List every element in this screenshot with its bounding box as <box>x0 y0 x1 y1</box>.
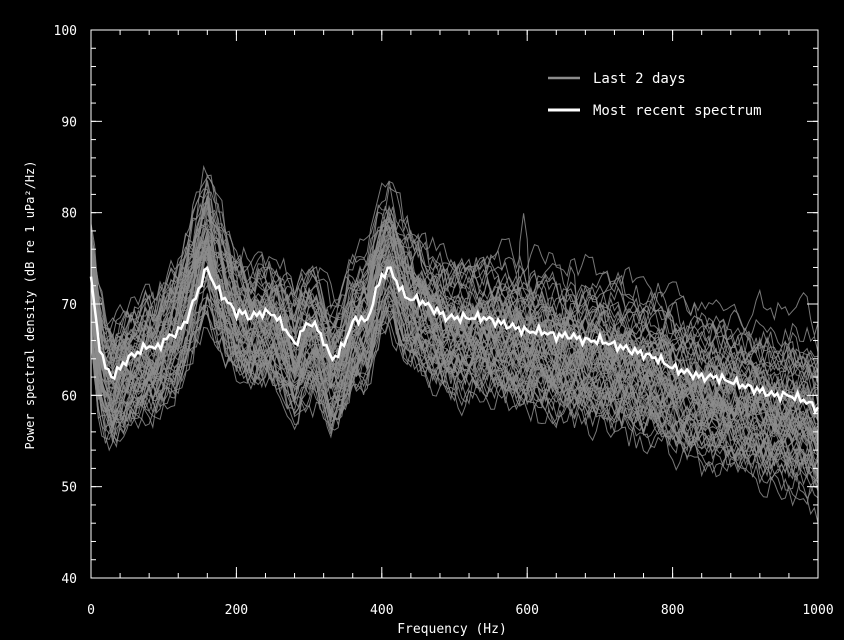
history-trace <box>90 294 819 506</box>
history-trace <box>90 180 819 338</box>
history-trace <box>90 248 819 457</box>
history-trace <box>90 176 819 368</box>
y-tick-label: 50 <box>61 481 77 496</box>
history-trace <box>90 284 819 448</box>
x-tick-label: 1000 <box>802 603 833 618</box>
y-tick-label: 90 <box>61 115 77 130</box>
history-trace <box>90 304 819 480</box>
history-trace <box>90 296 819 475</box>
history-trace <box>90 284 819 446</box>
y-tick-label: 60 <box>61 389 77 404</box>
history-trace <box>90 264 819 421</box>
history-trace <box>90 191 819 383</box>
history-trace <box>90 211 819 384</box>
y-tick-label: 70 <box>61 298 77 313</box>
x-tick-label: 0 <box>87 603 95 618</box>
history-trace <box>90 285 819 484</box>
history-series-group <box>90 164 819 524</box>
y-tick-label: 40 <box>61 572 77 587</box>
legend-label-recent: Most recent spectrum <box>593 103 762 119</box>
history-trace <box>90 226 819 378</box>
history-trace <box>90 246 819 489</box>
x-tick-label: 400 <box>370 603 393 618</box>
y-tick-label: 100 <box>54 24 77 39</box>
y-axis-label: Power spectral density (dB re 1 uPa²/Hz) <box>23 161 37 450</box>
recent-series-group <box>89 266 820 415</box>
axes: 0 200 400 600 800 1000 40 50 60 70 80 90 100 <box>54 24 834 618</box>
recent-spectrum-line <box>89 266 820 415</box>
y-tick-label: 80 <box>61 207 77 222</box>
history-trace <box>90 218 819 399</box>
x-tick-label: 600 <box>515 603 538 618</box>
history-trace <box>90 247 819 492</box>
history-trace <box>90 182 819 427</box>
legend-label-history: Last 2 days <box>593 71 686 87</box>
x-axis-label: Frequency (Hz) <box>397 622 507 637</box>
x-tick-label: 200 <box>225 603 248 618</box>
history-trace <box>90 188 819 373</box>
x-tick-label: 800 <box>661 603 684 618</box>
legend: Last 2 days Most recent spectrum <box>548 71 762 119</box>
history-trace <box>90 316 819 489</box>
history-trace <box>90 205 819 450</box>
